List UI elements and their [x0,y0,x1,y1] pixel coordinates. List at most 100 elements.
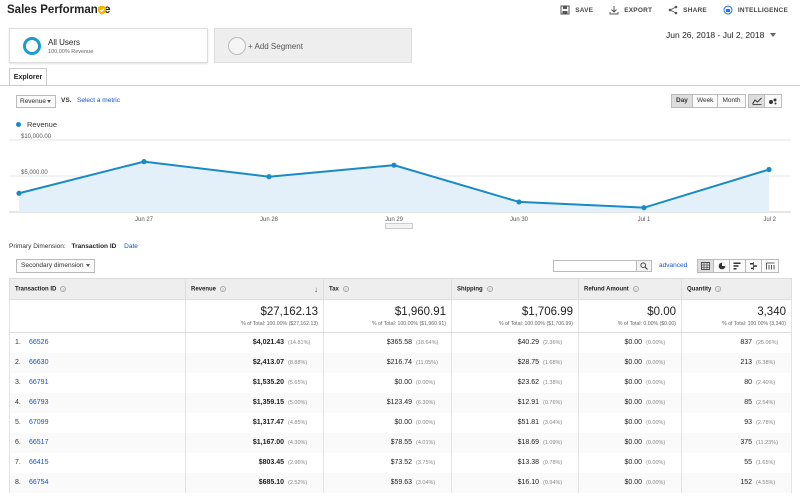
data-point[interactable] [391,162,397,168]
revenue-pct: (4.30%) [288,440,308,446]
shipping-cell: $13.38 (0.78%) [451,452,579,473]
help-icon[interactable]: ? [342,285,349,292]
help-icon[interactable]: ? [715,285,722,292]
tax-value: $216.74 [386,359,412,366]
refund-cell: $0.00 (0.00%) [578,432,682,453]
help-icon[interactable]: ? [486,285,493,292]
transaction-id-link[interactable]: 66793 [29,399,49,406]
tax-pct: (3.04%) [416,480,436,486]
data-point[interactable] [641,205,647,211]
x-tick-label: Jul 1 [638,217,651,223]
period-week-button[interactable]: Week [692,95,719,107]
data-point[interactable] [516,199,522,205]
quantity-cell: 375 (11.23%) [681,432,792,453]
table-search-input[interactable] [553,260,637,272]
quantity-cell: 152 (4.55%) [681,472,792,493]
report-title: Sales Performance [7,4,111,16]
quantity-value: 55 [744,459,752,466]
view-pie-button[interactable] [714,260,730,272]
transaction-id-link[interactable]: 66630 [29,359,49,366]
y-tick-label: $5,000.00 [21,170,48,176]
revenue-pct: (5.65%) [288,380,308,386]
view-pivot-button[interactable] [762,260,778,272]
shipping-pct: (3.04%) [543,420,563,426]
primary-dimension-bar: Primary Dimension: Transaction ID Date [9,243,138,250]
view-data-button[interactable] [698,260,714,272]
transaction-id-link[interactable]: 66791 [29,379,49,386]
sort-desc-icon[interactable]: ↓ [314,285,318,294]
share-button[interactable]: SHARE [668,5,707,15]
search-button[interactable] [637,260,652,272]
period-toggle: Day Week Month [671,94,746,108]
revenue-value: $1,535.20 [252,379,284,386]
shipping-pct: (1.09%) [543,440,563,446]
data-point[interactable] [766,166,772,173]
view-performance-button[interactable] [730,260,746,272]
revenue-pct: (2.52%) [288,480,308,486]
tab-explorer[interactable]: Explorer [9,68,47,86]
tax-pct: (0.00%) [416,380,436,386]
revenue-chart: $10,000.00 $5,000.00 Jun 27 Jun 28 Jun 29 Jun… [9,134,791,223]
transaction-id-link[interactable]: 66517 [29,439,49,446]
revenue-value: $4,021.43 [252,339,284,347]
col-header-refund-amount[interactable]: Refund Amount? [578,278,682,300]
data-point[interactable] [16,190,22,196]
table-row: 3. 66791 $1,535.20 (5.65%) $0.00 (0.00%) $23.6… [9,372,792,393]
quantity-value: 152 [740,479,752,486]
primary-dimension-date[interactable]: Date [124,243,138,250]
refund-value: $0.00 [624,399,642,406]
col-header-quantity[interactable]: Quantity? [681,278,792,300]
intelligence-button[interactable]: INTELLIGENCE [723,5,788,15]
period-day-button[interactable]: Day [672,95,693,107]
y-tick-label: $10,000.00 [21,134,52,140]
segment-all-users[interactable]: All Users 100.00% Revenue [9,28,208,63]
help-icon[interactable]: ? [632,285,639,292]
secondary-dimension-select[interactable]: Secondary dimension [16,259,95,273]
data-point[interactable] [266,174,272,180]
help-icon[interactable]: ? [60,285,67,292]
transaction-id-link[interactable]: 66415 [29,459,49,466]
motion-chart-button[interactable] [765,95,781,107]
data-point[interactable] [141,159,147,165]
row-number: 8. [15,479,21,486]
help-icon[interactable]: ? [220,285,227,292]
export-button[interactable]: EXPORT [609,5,652,15]
advanced-filter-link[interactable]: advanced [659,262,688,269]
add-segment-button[interactable]: + Add Segment [214,28,412,63]
tax-value: $123.49 [386,399,412,406]
table-row: 4. 66793 $1,359.15 (5.00%) $123.49 (6.30%) $12… [9,392,792,413]
shipping-cell: $51.81 (3.04%) [451,412,579,433]
revenue-cell: $2,413.07 (8.88%) [185,352,324,373]
x-tick-label: Jul 2 [763,217,776,223]
refund-pct: (0.00%) [646,460,666,466]
view-comparison-button[interactable] [746,260,762,272]
metric-select[interactable]: Revenue [16,95,56,108]
col-header-transaction-id[interactable]: Transaction ID? [9,278,186,300]
transaction-id-link[interactable]: 66754 [29,479,49,486]
period-month-button[interactable]: Month [718,95,745,107]
date-range-picker[interactable]: Jun 26, 2018 - Jul 2, 2018 [666,30,777,40]
chart-resize-handle[interactable] [385,223,413,229]
refund-value: $0.00 [624,339,642,347]
segment-subtitle: 100.00% Revenue [48,49,94,55]
export-icon [609,6,619,15]
primary-dimension-transaction-id[interactable]: Transaction ID [71,243,117,250]
col-header-shipping[interactable]: Shipping? [451,278,579,300]
save-button[interactable]: SAVE [560,5,593,15]
tax-pct: (6.30%) [416,400,436,406]
refund-value: $0.00 [624,379,642,386]
row-number: 4. [15,399,21,406]
select-metric-link[interactable]: Select a metric [77,97,120,104]
refund-cell: $0.00 (0.00%) [578,452,682,473]
line-chart-button[interactable] [749,95,765,107]
col-header-tax[interactable]: Tax? [323,278,452,300]
row-number: 1. [15,339,21,347]
refund-pct: (0.00%) [646,380,666,386]
quantity-pct: (11.23%) [756,440,778,446]
tax-cell: $123.49 (6.30%) [323,392,452,413]
transaction-id-link[interactable]: 67099 [29,419,49,426]
col-header-revenue[interactable]: Revenue? ↓ [185,278,324,300]
shipping-pct: (0.94%) [543,480,563,486]
shipping-cell: $16.10 (0.94%) [451,472,579,493]
transaction-id-link[interactable]: 66526 [29,339,49,347]
